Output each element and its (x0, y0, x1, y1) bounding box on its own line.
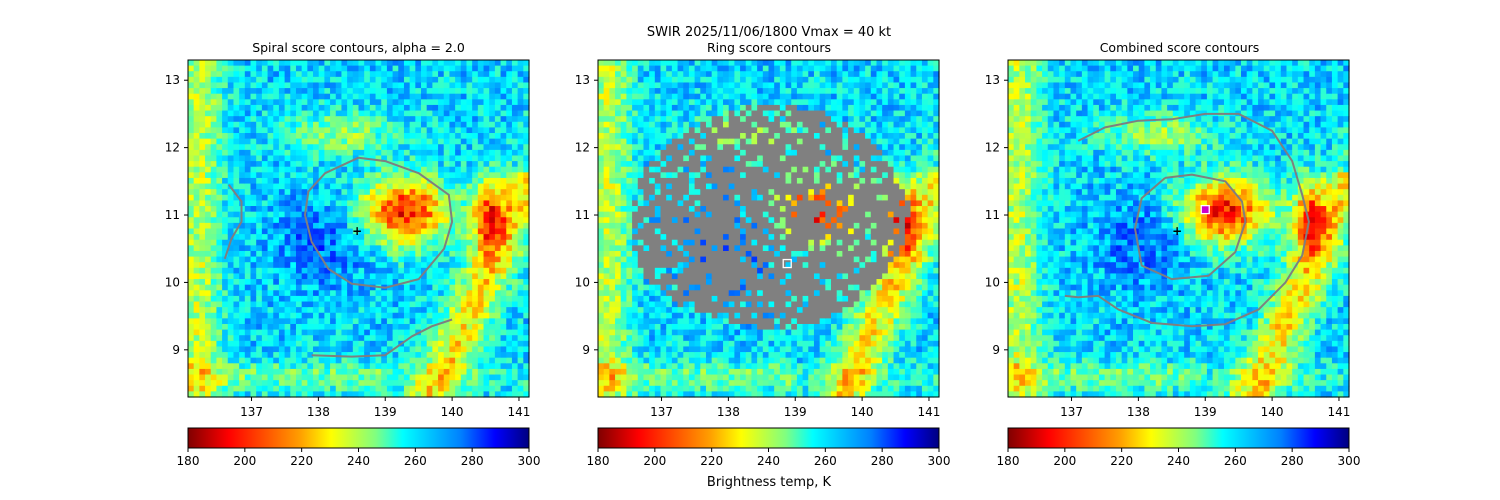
colorbar-tick-label: 200 (233, 454, 256, 468)
colorbar-tick-label: 200 (1053, 454, 1076, 468)
contour-line (223, 184, 243, 260)
y-tick-label: 9 (992, 343, 1000, 357)
y-tick-label: 12 (985, 141, 1000, 155)
heatmap-raster (188, 60, 530, 398)
figure-suptitle: SWIR 2025/11/06/1800 Vmax = 40 kt (647, 25, 891, 40)
colorbar (597, 427, 940, 449)
colorbar-tick-label: 260 (404, 454, 427, 468)
x-tick-label: 138 (1127, 405, 1150, 419)
panel-ring: Ring score contours 137 138 139 140 141 9 10 11… (575, 40, 951, 468)
colorbar-tick-label: 240 (1167, 454, 1190, 468)
panel-spiral: Spiral score contours, alpha = 2.0 +137 1… (165, 40, 541, 468)
colorbar-tick-label: 300 (518, 454, 541, 468)
y-tick-label: 11 (575, 208, 590, 222)
contour-line (311, 318, 453, 358)
y-tick-label: 13 (985, 73, 1000, 87)
heatmap-raster (1008, 60, 1350, 398)
colorbar-tick-label: 180 (587, 454, 610, 468)
storm-center-marker: + (352, 224, 362, 238)
contour-line (1134, 173, 1247, 281)
center-square-marker (782, 258, 792, 269)
x-tick-label: 139 (784, 405, 807, 419)
x-tick-label: 141 (918, 405, 941, 419)
center-square-marker (1200, 204, 1210, 215)
colorbar-tick-label: 280 (1281, 454, 1304, 468)
contour-line (304, 156, 454, 289)
y-tick-label: 13 (575, 73, 590, 87)
y-tick-label: 12 (575, 141, 590, 155)
colorbar-tick-label: 260 (1224, 454, 1247, 468)
colorbar-tick-label: 280 (461, 454, 484, 468)
y-tick-label: 9 (172, 343, 180, 357)
colorbar (187, 427, 530, 449)
colorbar-tick-label: 300 (928, 454, 951, 468)
y-tick-label: 10 (575, 275, 590, 289)
x-tick-label: 141 (1328, 405, 1351, 419)
heatmap-raster (598, 60, 940, 398)
colorbar-tick-label: 240 (347, 454, 370, 468)
y-tick-label: 10 (165, 275, 180, 289)
colorbar-label: Brightness temp, K (707, 475, 832, 490)
x-tick-label: 139 (1194, 405, 1217, 419)
panel-title: Combined score contours (1100, 40, 1260, 55)
panel-combined: Combined score contours +137 138 139 140 141… (985, 40, 1361, 468)
axes-frame (597, 59, 940, 398)
colorbar-tick-label: 300 (1338, 454, 1361, 468)
panel-title: Spiral score contours, alpha = 2.0 (252, 40, 465, 55)
colorbar-tick-label: 200 (643, 454, 666, 468)
colorbar-tick-label: 220 (700, 454, 723, 468)
axes-frame (187, 59, 530, 398)
x-tick-label: 140 (441, 405, 464, 419)
x-tick-label: 140 (1261, 405, 1284, 419)
y-tick-label: 11 (985, 208, 1000, 222)
y-tick-label: 13 (165, 73, 180, 87)
storm-center-marker: + (1172, 224, 1182, 238)
x-tick-label: 138 (307, 405, 330, 419)
colorbar-tick-label: 180 (997, 454, 1020, 468)
colorbar-tick-label: 220 (1110, 454, 1133, 468)
y-tick-label: 12 (165, 141, 180, 155)
colorbar-tick-label: 260 (814, 454, 837, 468)
contour-line (1064, 112, 1310, 328)
colorbar (1007, 427, 1350, 449)
y-tick-label: 11 (165, 208, 180, 222)
colorbar-tick-label: 180 (177, 454, 200, 468)
y-tick-label: 9 (582, 343, 590, 357)
axes-frame (1007, 59, 1350, 398)
colorbar-tick-label: 280 (871, 454, 894, 468)
x-tick-label: 140 (851, 405, 874, 419)
x-tick-label: 137 (1060, 405, 1083, 419)
x-tick-label: 137 (650, 405, 673, 419)
panel-title: Ring score contours (707, 40, 831, 55)
colorbar-tick-label: 220 (290, 454, 313, 468)
x-tick-label: 141 (508, 405, 531, 419)
x-tick-label: 137 (240, 405, 263, 419)
y-tick-label: 10 (985, 275, 1000, 289)
x-tick-label: 139 (374, 405, 397, 419)
colorbar-tick-label: 240 (757, 454, 780, 468)
x-tick-label: 138 (717, 405, 740, 419)
